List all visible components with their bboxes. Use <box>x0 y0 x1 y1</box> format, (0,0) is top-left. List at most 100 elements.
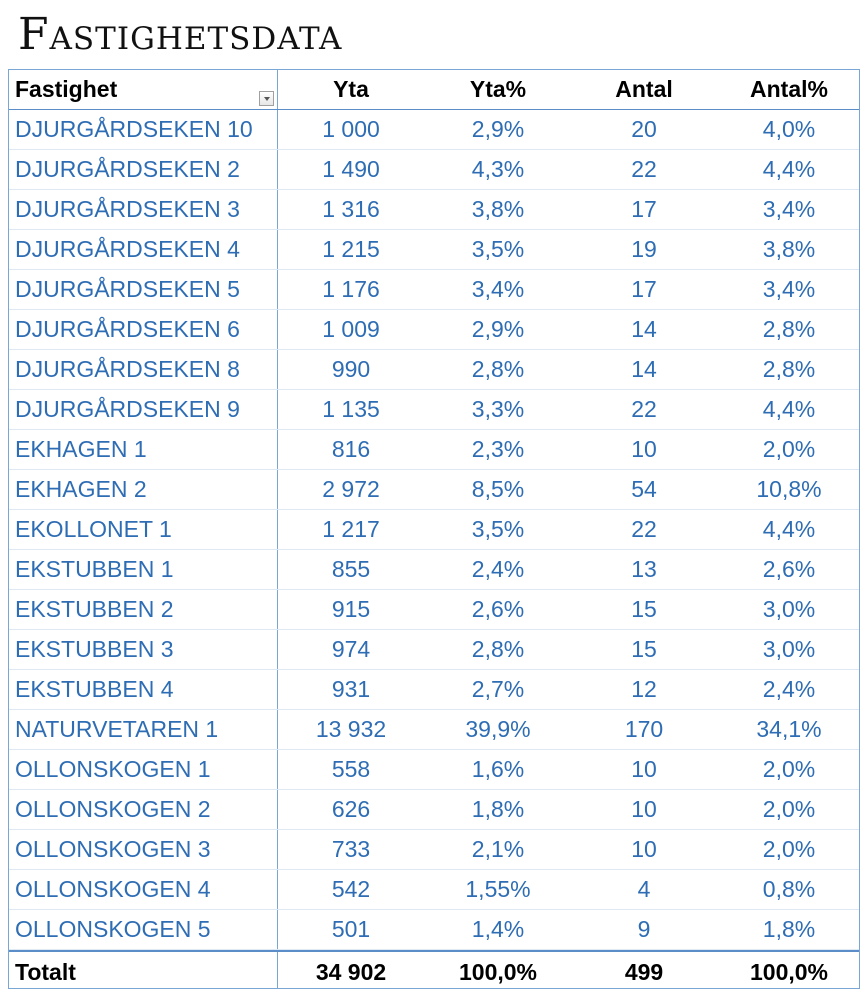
cell-antal-pct: 2,0% <box>762 836 816 862</box>
cell-yta-pct: 2,7% <box>471 676 525 702</box>
table-row: DJURGÅRDSEKEN 6 1 009 2,9% 14 2,8% <box>9 310 859 350</box>
cell-yta: 558 <box>331 756 371 782</box>
cell-antal-pct: 2,8% <box>762 316 816 342</box>
cell-fastighet: NATURVETAREN 1 <box>15 716 219 742</box>
cell-antal: 170 <box>624 716 664 742</box>
cell-antal-pct: 2,0% <box>762 796 816 822</box>
cell-yta: 855 <box>331 556 371 582</box>
table-row: OLLONSKOGEN 5 501 1,4% 9 1,8% <box>9 910 859 950</box>
cell-fastighet: EKSTUBBEN 3 <box>15 636 174 662</box>
total-antal-pct: 100,0% <box>749 958 828 985</box>
cell-antal-pct: 2,4% <box>762 676 816 702</box>
cell-yta-pct: 2,9% <box>471 116 525 142</box>
cell-yta: 1 009 <box>322 316 380 342</box>
cell-yta: 1 135 <box>322 396 380 422</box>
cell-yta: 13 932 <box>315 716 387 742</box>
cell-fastighet: EKSTUBBEN 2 <box>15 596 174 622</box>
cell-yta: 1 215 <box>322 236 380 262</box>
cell-antal-pct: 34,1% <box>756 716 822 742</box>
cell-antal: 14 <box>631 316 657 342</box>
table-row: OLLONSKOGEN 2 626 1,8% 10 2,0% <box>9 790 859 830</box>
cell-antal-pct: 3,8% <box>762 236 816 262</box>
header-fastighet: Fastighet <box>15 76 118 102</box>
cell-antal-pct: 4,4% <box>762 396 816 422</box>
cell-yta: 1 217 <box>322 516 380 542</box>
header-antal: Antal <box>615 76 673 102</box>
cell-yta-pct: 2,9% <box>471 316 525 342</box>
cell-yta-pct: 4,3% <box>471 156 525 182</box>
cell-fastighet: DJURGÅRDSEKEN 2 <box>15 156 240 182</box>
table-row: DJURGÅRDSEKEN 10 1 000 2,9% 20 4,0% <box>9 110 859 150</box>
cell-yta-pct: 3,3% <box>471 396 525 422</box>
table-row: OLLONSKOGEN 3 733 2,1% 10 2,0% <box>9 830 859 870</box>
cell-antal: 22 <box>631 156 657 182</box>
cell-antal: 22 <box>631 396 657 422</box>
cell-yta-pct: 3,5% <box>471 516 525 542</box>
total-label: Totalt <box>15 958 76 985</box>
cell-fastighet: OLLONSKOGEN 1 <box>15 756 211 782</box>
cell-yta: 816 <box>331 436 371 462</box>
table-row: EKHAGEN 1 816 2,3% 10 2,0% <box>9 430 859 470</box>
cell-yta: 626 <box>331 796 371 822</box>
cell-yta-pct: 3,4% <box>471 276 525 302</box>
cell-yta-pct: 1,55% <box>465 876 531 902</box>
cell-fastighet: DJURGÅRDSEKEN 5 <box>15 276 240 302</box>
cell-yta: 501 <box>331 916 371 942</box>
cell-antal: 4 <box>637 876 651 902</box>
table-row: EKSTUBBEN 1 855 2,4% 13 2,6% <box>9 550 859 590</box>
data-table: Fastighet Yta Yta% Antal Antal% DJURGÅRD… <box>8 69 860 989</box>
cell-fastighet: EKSTUBBEN 1 <box>15 556 174 582</box>
cell-antal-pct: 1,8% <box>762 916 816 942</box>
filter-dropdown-icon[interactable] <box>259 91 274 106</box>
cell-fastighet: DJURGÅRDSEKEN 8 <box>15 356 240 382</box>
cell-yta: 990 <box>331 356 371 382</box>
cell-antal-pct: 3,0% <box>762 596 816 622</box>
table-row: DJURGÅRDSEKEN 2 1 490 4,3% 22 4,4% <box>9 150 859 190</box>
cell-antal: 15 <box>631 636 657 662</box>
cell-antal: 15 <box>631 596 657 622</box>
cell-antal-pct: 3,0% <box>762 636 816 662</box>
cell-yta: 733 <box>331 836 371 862</box>
cell-antal: 17 <box>631 196 657 222</box>
cell-yta: 1 000 <box>322 116 380 142</box>
cell-yta: 1 176 <box>322 276 380 302</box>
table-row: DJURGÅRDSEKEN 4 1 215 3,5% 19 3,8% <box>9 230 859 270</box>
cell-yta-pct: 3,8% <box>471 196 525 222</box>
cell-yta-pct: 1,6% <box>471 756 525 782</box>
table-row: NATURVETAREN 1 13 932 39,9% 170 34,1% <box>9 710 859 750</box>
cell-antal: 14 <box>631 356 657 382</box>
cell-fastighet: OLLONSKOGEN 4 <box>15 876 211 902</box>
cell-antal-pct: 2,0% <box>762 436 816 462</box>
cell-fastighet: DJURGÅRDSEKEN 6 <box>15 316 240 342</box>
cell-antal-pct: 2,6% <box>762 556 816 582</box>
cell-antal-pct: 3,4% <box>762 196 816 222</box>
cell-fastighet: OLLONSKOGEN 2 <box>15 796 211 822</box>
table-row: EKSTUBBEN 3 974 2,8% 15 3,0% <box>9 630 859 670</box>
cell-fastighet: DJURGÅRDSEKEN 9 <box>15 396 240 422</box>
cell-fastighet: DJURGÅRDSEKEN 10 <box>15 116 253 142</box>
table-row: OLLONSKOGEN 4 542 1,55% 4 0,8% <box>9 870 859 910</box>
cell-fastighet: EKHAGEN 1 <box>15 436 147 462</box>
cell-antal-pct: 4,4% <box>762 516 816 542</box>
header-yta-pct: Yta% <box>469 76 527 102</box>
total-yta-pct: 100,0% <box>458 958 537 985</box>
cell-yta-pct: 2,8% <box>471 636 525 662</box>
cell-fastighet: EKOLLONET 1 <box>15 516 172 542</box>
cell-yta: 1 316 <box>322 196 380 222</box>
table-row: EKOLLONET 1 1 217 3,5% 22 4,4% <box>9 510 859 550</box>
table-row: EKSTUBBEN 4 931 2,7% 12 2,4% <box>9 670 859 710</box>
header-antal-pct: Antal% <box>750 76 828 102</box>
cell-antal-pct: 0,8% <box>762 876 816 902</box>
table-row: DJURGÅRDSEKEN 8 990 2,8% 14 2,8% <box>9 350 859 390</box>
cell-antal: 22 <box>631 516 657 542</box>
cell-yta-pct: 3,5% <box>471 236 525 262</box>
cell-yta-pct: 2,6% <box>471 596 525 622</box>
cell-antal-pct: 2,0% <box>762 756 816 782</box>
cell-antal-pct: 4,0% <box>762 116 816 142</box>
cell-antal-pct: 2,8% <box>762 356 816 382</box>
cell-antal: 54 <box>631 476 657 502</box>
cell-fastighet: EKSTUBBEN 4 <box>15 676 174 702</box>
cell-antal-pct: 10,8% <box>756 476 822 502</box>
cell-antal: 20 <box>631 116 657 142</box>
cell-antal: 9 <box>637 916 651 942</box>
